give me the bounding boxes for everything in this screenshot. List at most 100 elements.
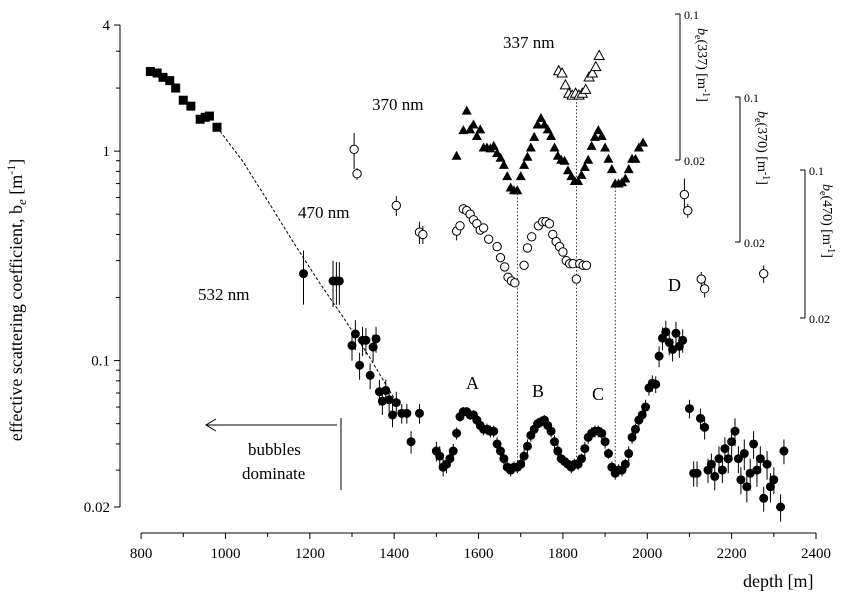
data-point [519,260,529,271]
data-point [377,396,387,406]
data-point [381,385,391,395]
data-point [559,78,572,90]
bubbles-label: bubbles [248,440,301,459]
data-point [630,153,641,163]
data-point [755,454,765,464]
data-point [391,200,401,211]
data-point [542,124,553,134]
data-point [717,465,727,475]
y-tick-label: 0.02 [84,500,110,516]
y-tick-label: 0.1 [91,354,110,370]
data-point [641,402,651,412]
label-370nm: 370 nm [372,95,423,114]
data-point [579,161,590,171]
data-point [579,83,592,94]
data-point [706,459,716,469]
x-tick-label: 2400 [801,546,831,562]
label-470nm: 470 nm [298,203,349,222]
data-point [559,155,570,165]
data-point [749,439,759,449]
x-tick-label: 1800 [548,546,578,562]
data-point [468,119,479,129]
data-point [145,66,155,76]
data-point [745,468,755,478]
data-point [678,335,688,345]
data-point [451,150,462,160]
data-point [684,404,694,414]
y-axis-title: effective scattering coefficient, be [m-… [4,159,29,442]
data-point [752,465,762,475]
x-tick-label: 1000 [210,546,240,562]
data-point [483,234,494,244]
data-point [495,252,506,263]
data-point [298,269,308,279]
trend-line [216,126,395,399]
data-point [435,451,445,461]
data-point [583,154,594,164]
data-point [586,140,597,150]
x-tick-label: 2200 [717,546,747,562]
data-point [668,344,678,354]
data-point [692,468,702,478]
data-point [195,114,205,124]
data-point [558,247,568,257]
secondary-axis-bottom-label: 0.02 [684,154,705,168]
data-point [529,131,540,141]
data-point [158,72,168,82]
label-532nm: 532 nm [198,285,249,304]
data-point [212,122,222,132]
data-point [465,124,476,134]
series-337-nm [552,49,606,100]
data-point [603,449,613,459]
data-point [414,408,424,418]
secondary-axis-1: 0.1 0.02 be(337) [m-1] [675,8,711,168]
peak-label-a: A [466,373,479,393]
data-point [739,449,749,459]
data-point [475,124,486,134]
data-point [406,437,416,447]
data-point [515,171,526,181]
secondary-axis-bottom-label: 0.02 [744,236,765,250]
y-tick-label: 4 [103,18,111,34]
data-point [593,125,604,135]
data-point [495,152,506,162]
data-point [651,379,661,389]
data-point [723,454,733,464]
data-point [519,451,529,461]
data-point [714,454,724,464]
data-point [758,268,769,279]
data-point [492,241,502,252]
x-tick-label: 1400 [379,546,409,562]
secondary-axis-top-label: 0.1 [809,164,824,178]
dominate-label: dominate [242,464,305,483]
secondary-axis-bottom-label: 0.02 [809,312,830,326]
data-point [178,95,188,105]
data-point [696,274,706,284]
data-point [633,142,644,152]
data-point [573,175,584,185]
data-point [679,189,690,200]
data-point [519,159,530,169]
data-point [549,437,559,447]
data-point [448,446,458,456]
data-point [384,395,394,405]
data-point [600,437,610,447]
data-point [600,142,611,152]
data-point [445,454,455,464]
data-point [730,426,740,436]
guide-lines [516,95,616,474]
data-point [510,278,520,288]
x-tick-label: 2000 [632,546,662,562]
data-point [478,223,489,233]
data-point [695,413,705,423]
data-point [637,410,647,420]
x-axis-title: depth [m] [743,571,813,591]
secondary-axis-top-label: 0.1 [744,91,759,105]
data-point [502,171,513,181]
data-point [352,169,362,179]
label-337nm: 337 nm [503,33,554,52]
data-point [620,459,630,469]
data-point [458,125,469,135]
data-point [535,112,546,122]
data-point [624,449,634,459]
